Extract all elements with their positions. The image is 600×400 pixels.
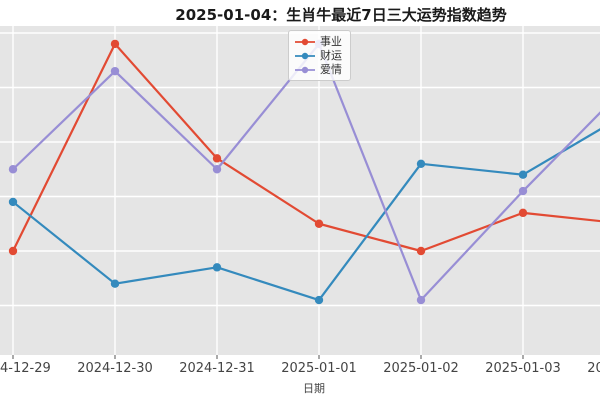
- data-point: [212, 165, 222, 174]
- data-point: [110, 279, 120, 288]
- legend-marker: [295, 66, 315, 73]
- x-tick-label: 2024-12-29: [0, 361, 51, 376]
- x-tick-label: 2024-12-30: [77, 361, 153, 376]
- data-point: [110, 39, 120, 49]
- x-tick-label: 2024-12-31: [179, 361, 255, 376]
- data-point: [212, 263, 222, 272]
- data-point: [212, 154, 222, 163]
- data-point: [8, 246, 18, 256]
- x-tick-label: 2025-01-02: [383, 361, 459, 376]
- legend-row-wealth: 财运: [295, 49, 342, 62]
- legend-marker: [295, 38, 315, 45]
- chart-title: 2025-01-04：生肖牛最近7日三大运势指数趋势: [175, 6, 507, 24]
- data-point: [110, 66, 120, 76]
- x-tick-label: 2025-01-01: [281, 361, 357, 376]
- data-point: [518, 186, 528, 196]
- data-point: [518, 170, 528, 179]
- legend-row-love: 爱情: [295, 63, 342, 76]
- chart-legend: 事业 财运 爱情: [288, 30, 351, 81]
- legend-label-career: 事业: [320, 35, 342, 48]
- data-point: [416, 159, 426, 168]
- x-tick-label: 2025-01-04: [587, 361, 600, 376]
- legend-label-love: 爱情: [320, 63, 342, 76]
- data-point: [314, 295, 324, 305]
- data-point: [8, 165, 18, 174]
- x-tick-label: 2025-01-03: [485, 361, 561, 376]
- data-point: [314, 219, 324, 228]
- legend-marker: [295, 52, 315, 59]
- legend-label-wealth: 财运: [320, 49, 342, 62]
- data-point: [8, 197, 18, 207]
- legend-row-career: 事业: [295, 35, 342, 48]
- data-point: [416, 295, 426, 305]
- data-point: [518, 208, 528, 218]
- data-point: [416, 246, 426, 256]
- x-axis-label: 日期: [303, 382, 325, 395]
